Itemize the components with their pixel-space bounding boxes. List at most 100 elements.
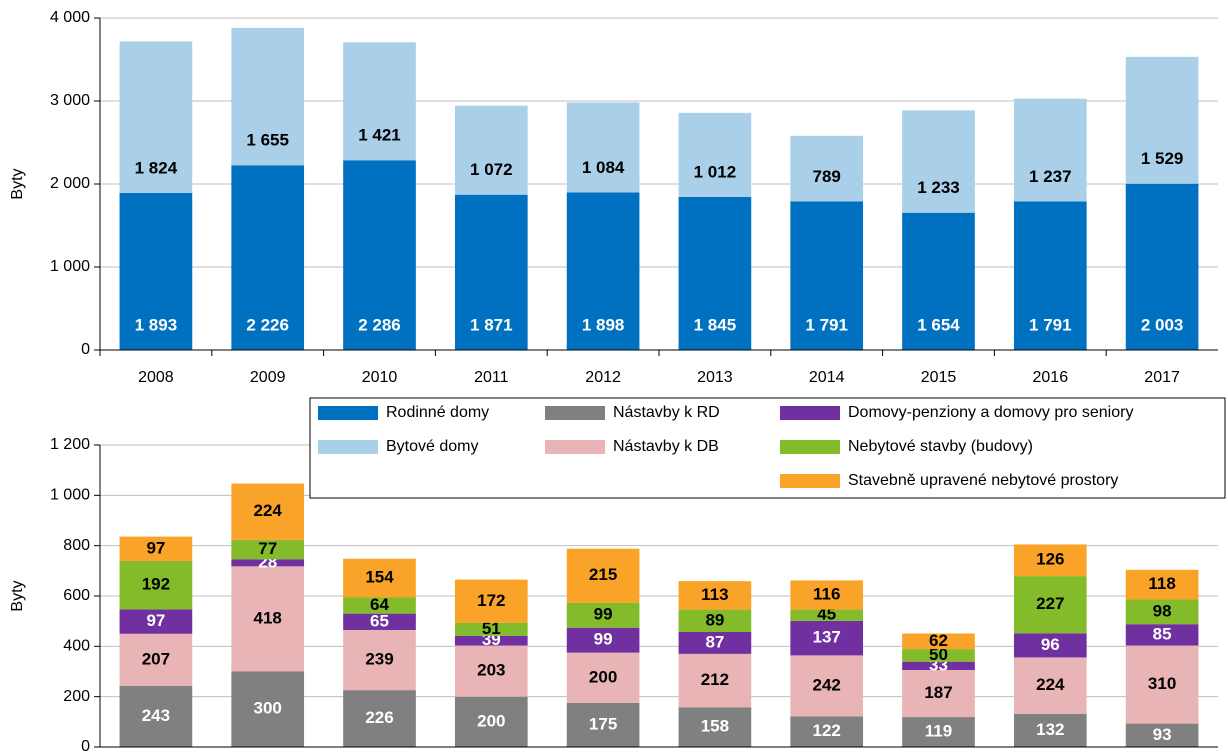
value-label: 113 <box>701 585 728 604</box>
bar-segment <box>231 566 305 672</box>
bar-segment <box>1013 544 1087 577</box>
bar-segment <box>566 548 640 603</box>
bar-segment <box>454 105 528 195</box>
bar-segment <box>1013 576 1087 634</box>
bar-segment <box>902 212 975 350</box>
value-label: 207 <box>142 649 170 668</box>
legend-label: Stavebně upravené nebytové prostory <box>848 472 1118 489</box>
bar-segment <box>119 609 193 634</box>
legend-swatch <box>318 440 378 454</box>
bar-segment <box>343 629 416 691</box>
legend-label: Domovy-penziony a domovy pro seniory <box>848 404 1133 421</box>
bar-segment <box>902 633 975 650</box>
y-tick-label: 1 000 <box>50 258 90 275</box>
legend-label: Nástavby k RD <box>613 404 720 421</box>
bar-segment <box>1013 201 1087 350</box>
bar-segment <box>454 622 528 636</box>
value-label: 99 <box>594 605 613 624</box>
value-label: 1 072 <box>470 160 513 179</box>
y-tick-label: 2 000 <box>50 175 90 192</box>
bar-segment <box>454 696 528 747</box>
x-tick-label: 2010 <box>362 369 398 386</box>
value-label: 62 <box>929 631 948 650</box>
x-tick-label: 2015 <box>921 369 957 386</box>
value-label: 1 655 <box>246 131 289 150</box>
value-label: 172 <box>477 591 505 610</box>
bar-segment <box>119 41 193 193</box>
bar-segment <box>231 483 305 540</box>
y-tick-label: 200 <box>63 688 90 705</box>
bar-segment <box>678 631 752 654</box>
bar-segment <box>790 135 864 202</box>
value-label: 118 <box>1148 574 1175 593</box>
x-tick-label: 2013 <box>697 369 733 386</box>
value-label: 226 <box>365 708 393 727</box>
bar-segment <box>902 669 975 718</box>
legend-label: Nebytové stavby (budovy) <box>848 438 1033 455</box>
y-tick-label: 3 000 <box>50 92 90 109</box>
value-label: 239 <box>365 650 393 669</box>
bar-segment <box>343 690 416 747</box>
value-label: 2 003 <box>1141 315 1184 334</box>
x-tick-label: 2011 <box>474 369 509 386</box>
legend-label: Rodinné domy <box>386 404 489 421</box>
value-label: 65 <box>370 611 389 630</box>
bar-segment <box>1125 599 1199 625</box>
value-label: 137 <box>813 628 841 647</box>
bar-segment <box>678 581 752 610</box>
bar-segment <box>566 627 640 653</box>
y-axis-label: Byty <box>9 580 26 611</box>
bar-segment <box>119 685 193 747</box>
bar-segment <box>678 707 752 747</box>
bar-segment <box>231 27 305 166</box>
value-label: 224 <box>254 501 283 520</box>
value-label: 227 <box>1036 594 1064 613</box>
value-label: 243 <box>142 706 170 725</box>
value-label: 1 233 <box>917 178 960 197</box>
bar-segment <box>1013 657 1087 714</box>
bar-segment <box>231 671 305 747</box>
x-tick-label: 2017 <box>1144 369 1180 386</box>
bar-segment <box>119 633 193 686</box>
bar-segment <box>1125 183 1199 350</box>
bar-segment <box>1013 98 1087 202</box>
value-label: 119 <box>925 722 952 741</box>
bar-segment <box>343 613 416 630</box>
value-label: 2 226 <box>246 315 289 334</box>
bar-segment <box>790 580 864 610</box>
y-axis-label: Byty <box>9 168 26 199</box>
bar-segment <box>1125 56 1199 184</box>
value-label: 1 898 <box>582 315 625 334</box>
legend-label: Nástavby k DB <box>613 438 719 455</box>
bar-segment <box>566 192 640 350</box>
value-label: 132 <box>1036 720 1064 739</box>
legend-label: Bytové domy <box>386 438 478 455</box>
value-label: 85 <box>1153 624 1172 643</box>
bar-segment <box>566 602 640 628</box>
value-label: 224 <box>1036 675 1065 694</box>
bar-segment <box>119 192 193 350</box>
bar-segment <box>678 112 752 197</box>
bar-segment <box>790 201 864 350</box>
y-tick-label: 800 <box>63 537 90 554</box>
value-label: 1 421 <box>358 126 401 145</box>
value-label: 203 <box>477 661 505 680</box>
bar-segment <box>1013 633 1087 658</box>
value-label: 1 791 <box>1029 315 1072 334</box>
bar-segment <box>119 536 193 562</box>
value-label: 154 <box>365 568 394 587</box>
legend-swatch <box>780 440 840 454</box>
value-label: 87 <box>705 632 724 651</box>
value-label: 89 <box>705 610 724 629</box>
x-tick-label: 2009 <box>250 369 286 386</box>
bar-segment <box>902 661 975 670</box>
value-label: 99 <box>594 630 613 649</box>
legend-swatch <box>780 406 840 420</box>
y-tick-label: 400 <box>63 638 90 655</box>
value-label: 789 <box>813 167 841 186</box>
value-label: 1 529 <box>1141 149 1184 168</box>
value-label: 96 <box>1041 635 1060 654</box>
value-label: 1 012 <box>694 162 737 181</box>
bar-segment <box>790 716 864 747</box>
